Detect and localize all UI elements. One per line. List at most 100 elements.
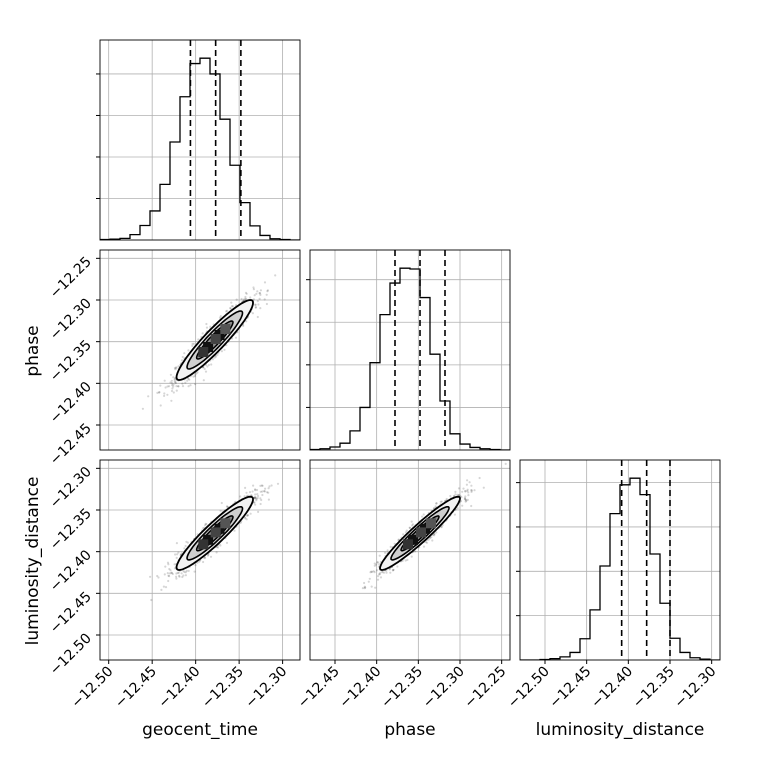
scatter-point (256, 315, 259, 319)
scatter-point (205, 523, 208, 526)
scatter-point (166, 385, 169, 388)
scatter-point (375, 569, 378, 572)
scatter-point (163, 392, 166, 395)
scatter-point (478, 476, 481, 480)
scatter-point (257, 494, 260, 498)
scatter-point (191, 344, 194, 347)
y-tick-label: −12.45 (47, 589, 95, 637)
scatter-point (256, 290, 259, 293)
scatter-point (465, 483, 468, 486)
grid (100, 250, 300, 450)
scatter-point (184, 571, 187, 574)
scatter-point (373, 571, 376, 574)
scatter-point (185, 540, 188, 543)
scatter-point (255, 499, 258, 502)
panel-frame (99, 39, 301, 241)
scatter-point (381, 571, 384, 574)
x-tick-label: −12.40 (337, 664, 385, 712)
scatter-point (252, 288, 255, 291)
scatter-point (457, 494, 460, 497)
scatter-point (267, 487, 270, 490)
x-ticks-luminosity_distance: −12.50−12.45−12.40−12.35−12.30 (505, 660, 720, 712)
scatter-point (259, 289, 262, 292)
scatter-point (174, 368, 177, 371)
scatter-point (205, 322, 208, 326)
scatter-point (378, 563, 381, 566)
scatter-point (377, 575, 380, 578)
scatter-point (220, 501, 223, 505)
density-cell (220, 518, 231, 529)
scatter-point (378, 573, 381, 576)
scatter-point (439, 500, 442, 503)
scatter-point (254, 496, 257, 499)
scatter-point (209, 325, 212, 328)
scatter-point (254, 493, 257, 496)
scatter-point (389, 545, 392, 549)
scatter-point (259, 502, 262, 506)
scatter-point (231, 305, 234, 308)
scatter-point (464, 500, 467, 503)
scatter-point (175, 556, 178, 560)
grid (306, 250, 510, 450)
scatter-point (167, 385, 171, 388)
scatter-point (182, 574, 185, 577)
scatter-point (226, 505, 229, 508)
scatter-point (433, 532, 436, 535)
scatter-point (410, 555, 413, 558)
scatter-point (462, 487, 465, 490)
scatter-point (266, 289, 269, 292)
scatter-point (370, 570, 373, 573)
scatter-point (253, 294, 256, 297)
scatter-point (267, 491, 270, 494)
scatter-point (435, 531, 438, 534)
density-cell (198, 347, 209, 357)
scatter-point (463, 498, 467, 501)
scatter-point (254, 503, 257, 506)
density-cell (210, 527, 221, 538)
x-tick-label: −12.30 (672, 664, 720, 712)
scatter-point (162, 585, 165, 588)
scatter-point (504, 462, 507, 465)
scatter-point (171, 384, 174, 387)
scatter-point (223, 348, 226, 351)
scatter-point (168, 575, 171, 578)
scatter-point (468, 481, 471, 484)
scatter-point (219, 544, 222, 547)
scatter-point (174, 382, 177, 385)
scatter-point (363, 585, 366, 588)
scatter-point (464, 495, 467, 498)
scatter-point (256, 300, 259, 303)
scatter-point (371, 570, 374, 574)
scatter-point (176, 553, 179, 556)
scatter-point (204, 522, 207, 525)
contours (379, 495, 461, 571)
scatter-point (230, 305, 233, 308)
scatter-point (225, 541, 229, 545)
panels: −12.50−12.45−12.40−12.35−12.30 −12.45−12.… (47, 39, 721, 712)
scatter-point (466, 498, 469, 501)
scatter-point (158, 391, 161, 394)
scatter-point (183, 547, 186, 550)
scatter-point (177, 571, 180, 574)
scatter-point (364, 586, 367, 589)
scatter-point (422, 513, 425, 516)
x-ticks-phase: −12.45−12.40−12.35−12.30−12.25 (295, 660, 509, 712)
scatter-point (164, 386, 167, 389)
scatter-point (216, 545, 219, 548)
scatter-point (184, 381, 187, 384)
panel-geocent_time-hist (96, 39, 301, 241)
x-axis-label-phase: phase (384, 720, 435, 740)
scatter-point (202, 366, 205, 369)
scatter-point (410, 520, 413, 523)
scatter-point (187, 349, 190, 352)
panel-phase-hist (306, 249, 511, 451)
scatter-point (197, 338, 200, 341)
scatter-point (169, 381, 172, 384)
scatter-point (461, 504, 464, 507)
scatter-point (363, 581, 366, 585)
x-tick-label: −12.35 (378, 664, 426, 712)
scatter-point (170, 571, 173, 574)
scatter-point (166, 572, 169, 575)
scatter-point (404, 559, 407, 562)
scatter-point (177, 385, 180, 388)
